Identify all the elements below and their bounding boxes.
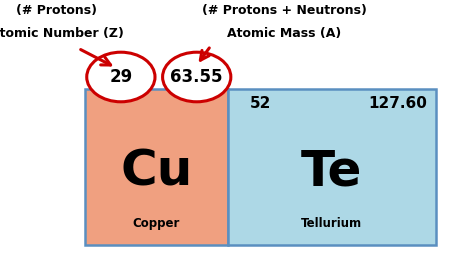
Ellipse shape [87, 52, 155, 102]
Text: Te: Te [301, 148, 363, 196]
Text: 63.55: 63.55 [171, 68, 223, 86]
Bar [228, 89, 436, 245]
Text: 29: 29 [109, 68, 133, 86]
Text: (# Protons): (# Protons) [17, 4, 97, 17]
Ellipse shape [163, 52, 231, 102]
Text: (# Protons + Neutrons): (# Protons + Neutrons) [202, 4, 367, 17]
Text: Tellurium: Tellurium [301, 217, 362, 230]
Text: 52: 52 [250, 96, 272, 111]
Text: Cu: Cu [120, 148, 192, 196]
Text: 127.60: 127.60 [369, 96, 428, 111]
Text: Atomic Mass (A): Atomic Mass (A) [227, 27, 342, 40]
Bar [85, 89, 228, 245]
Text: Atomic Number (Z): Atomic Number (Z) [0, 27, 124, 40]
Text: Copper: Copper [133, 217, 180, 230]
